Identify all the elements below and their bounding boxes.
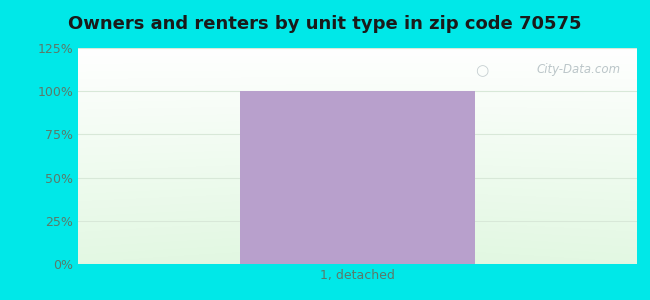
Text: City-Data.com: City-Data.com <box>536 63 620 76</box>
Text: ○: ○ <box>476 63 489 78</box>
Bar <box>240 91 475 264</box>
Text: Owners and renters by unit type in zip code 70575: Owners and renters by unit type in zip c… <box>68 15 582 33</box>
